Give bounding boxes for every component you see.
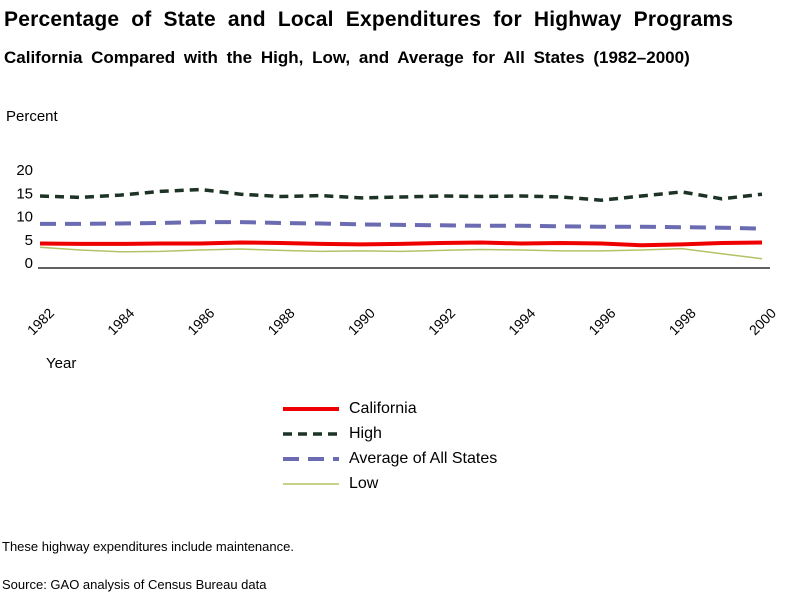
svg-text:10: 10 <box>16 209 33 226</box>
svg-text:1984: 1984 <box>104 305 137 338</box>
chart-legend: California High Average of All States Lo… <box>282 396 497 496</box>
source-note: Source: GAO analysis of Census Bureau da… <box>2 577 267 592</box>
average-line-swatch <box>283 456 339 461</box>
svg-text:1982: 1982 <box>24 305 57 338</box>
low-line-swatch <box>283 482 339 485</box>
line-chart: 0 5 10 15 20 1982 1984 1986 1988 1990 1992 1994 1996… <box>16 162 779 338</box>
svg-text:15: 15 <box>16 185 33 202</box>
legend-item-california: California <box>282 396 497 421</box>
legend-label: California <box>349 399 417 417</box>
high-line-swatch <box>283 431 339 436</box>
svg-text:5: 5 <box>25 232 33 249</box>
svg-text:0: 0 <box>25 255 33 272</box>
y-axis-title: Percent <box>6 108 58 125</box>
footnote: These highway expenditures include maint… <box>2 539 294 554</box>
svg-text:1986: 1986 <box>184 305 217 338</box>
svg-text:1988: 1988 <box>264 305 297 338</box>
california-line-swatch <box>283 406 339 411</box>
legend-label: Low <box>349 474 379 492</box>
svg-text:1998: 1998 <box>666 305 699 338</box>
legend-label: Average of All States <box>349 449 498 467</box>
legend-item-high: High <box>282 421 497 446</box>
svg-text:2000: 2000 <box>746 305 779 338</box>
svg-text:1990: 1990 <box>345 305 378 338</box>
legend-item-average: Average of All States <box>282 446 497 471</box>
x-axis-title: Year <box>46 355 77 372</box>
svg-text:20: 20 <box>16 162 33 179</box>
chart-subtitle: California Compared with the High, Low, … <box>4 48 690 67</box>
chart-title: Percentage of State and Local Expenditur… <box>4 8 734 31</box>
svg-text:1996: 1996 <box>585 305 618 338</box>
svg-text:1994: 1994 <box>505 305 538 338</box>
legend-label: High <box>349 424 382 442</box>
legend-item-low: Low <box>282 471 497 496</box>
svg-text:1992: 1992 <box>425 305 458 338</box>
